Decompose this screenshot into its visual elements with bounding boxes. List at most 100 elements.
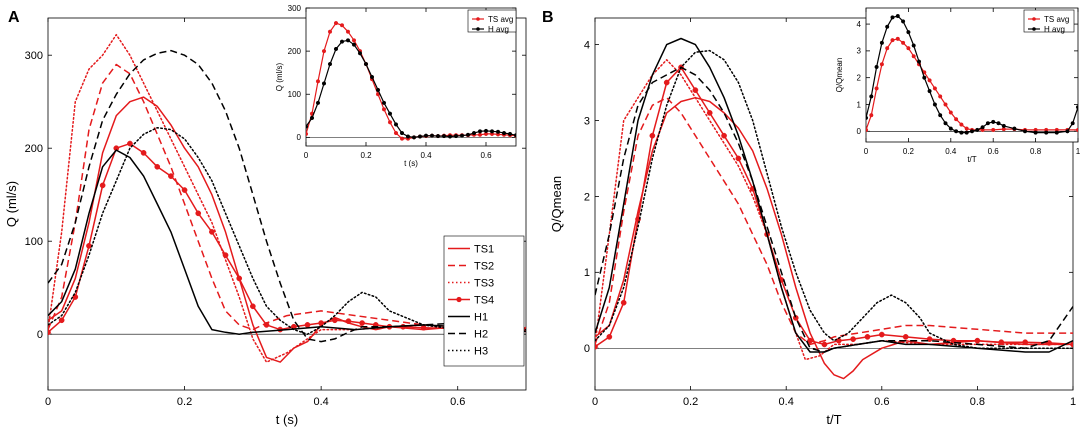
x-tick-label: 0.2 (903, 147, 915, 156)
series-point (938, 113, 943, 118)
legend-entry: TS3 (474, 278, 494, 290)
x-tick-label: 0.2 (360, 151, 372, 160)
series-point (381, 107, 387, 112)
series-point (327, 29, 333, 34)
legend-entry: H1 (474, 312, 488, 324)
series-point (866, 127, 869, 132)
y-tick-label: 100 (25, 236, 43, 248)
series-point (315, 100, 321, 105)
chart-a-inset: 0 0.2 0.4 0.6 0 100 200 300 t (s) Q (ml/s) TS avgH… (275, 4, 517, 168)
series-point (369, 74, 375, 80)
series-point (943, 102, 948, 107)
x-tick-label: 0.4 (779, 396, 794, 408)
y-tick-label: 0 (297, 133, 302, 142)
series-point (441, 134, 447, 139)
series-point (306, 131, 309, 136)
series-line-ts2 (48, 63, 526, 331)
series-point (357, 51, 363, 56)
legend-box (1023, 9, 1075, 33)
series-point (906, 30, 911, 35)
series-line-h1 (595, 37, 1073, 353)
series-point (222, 252, 229, 258)
series-point (387, 120, 393, 125)
series-point (333, 21, 339, 26)
series-point (393, 122, 399, 127)
series-point (911, 54, 916, 59)
series-point (1075, 105, 1078, 110)
series-point (959, 130, 964, 135)
series-point (447, 134, 453, 139)
series-point (895, 13, 900, 19)
x-tick-label: 0.2 (177, 396, 192, 408)
x-axis-label: t/T (826, 412, 841, 427)
x-tick-label: 1 (1070, 396, 1076, 408)
series-line-ts2 (595, 96, 1073, 346)
x-tick-label: 0.6 (450, 396, 465, 408)
y-tick-label: 3 (857, 47, 862, 56)
x-tick-label: 0 (592, 396, 598, 408)
series-point (964, 126, 969, 131)
x-tick-label: 0 (45, 396, 51, 408)
series-point (620, 299, 627, 306)
x-tick-label: 0.6 (480, 151, 492, 160)
series-point (304, 322, 311, 328)
series-point (991, 127, 996, 132)
y-axis-label: Q (ml/s) (275, 62, 284, 91)
series-point (922, 75, 927, 80)
series-group (306, 21, 516, 141)
y-axis-label: Q/Qmean (549, 176, 564, 232)
y-tick-label: 2 (584, 191, 590, 203)
series-point (721, 132, 727, 139)
series-point (423, 133, 429, 138)
series-point (435, 134, 441, 139)
series-point (932, 102, 937, 107)
x-tick-label: 0.2 (683, 396, 698, 408)
series-line-ts3 (48, 33, 526, 363)
series-point (879, 40, 884, 45)
legend-marker (476, 27, 480, 31)
series-point (195, 210, 202, 217)
series-point (489, 129, 495, 134)
series-point (692, 87, 699, 93)
y-axis-label: Q/Qmean (835, 58, 844, 93)
x-tick-label: 0.4 (420, 151, 432, 160)
series-point (420, 324, 427, 331)
series-line-h3 (48, 126, 526, 335)
series-point (140, 150, 147, 156)
series-point (495, 129, 501, 134)
series-point (405, 134, 411, 139)
series-line-h2 (48, 49, 526, 343)
series-point (792, 315, 799, 321)
series-point (359, 320, 365, 326)
y-tick-label: 1 (584, 267, 590, 279)
series-point (954, 129, 959, 134)
x-tick-label: 0.4 (945, 147, 957, 156)
series-point (595, 343, 598, 350)
panel-a-label: A (8, 9, 20, 26)
series-point (866, 115, 869, 120)
series-point (48, 329, 51, 336)
series-point (879, 62, 884, 67)
series-point (974, 337, 981, 344)
series-point (236, 275, 243, 282)
y-tick-label: 0 (584, 343, 590, 355)
panel-b-label: B (542, 9, 554, 26)
x-tick-label: 0.6 (874, 396, 889, 408)
series-point (807, 337, 813, 344)
series-point (351, 38, 357, 43)
series-point (911, 43, 916, 48)
series-point (333, 46, 339, 52)
series-point (86, 243, 92, 249)
series-point (411, 135, 417, 140)
series-point (318, 320, 324, 326)
series-point (916, 59, 922, 64)
series-point (483, 128, 489, 133)
series-point (1022, 129, 1028, 134)
series-point (477, 132, 483, 137)
series-point (959, 122, 964, 127)
series-point (1012, 126, 1017, 131)
series-point (1054, 130, 1059, 135)
series-point (306, 124, 309, 129)
series-point (906, 46, 911, 51)
